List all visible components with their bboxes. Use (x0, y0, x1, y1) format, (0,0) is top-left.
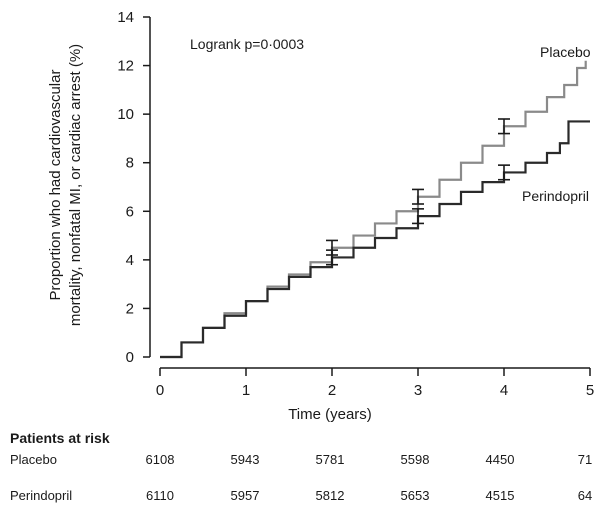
x-axis-title: Time (years) (288, 406, 372, 423)
risk-row-label: Perindopril (10, 488, 73, 503)
series-line-perindopril (160, 120, 590, 359)
risk-row-placebo: Placebo 6108 5943 5781 5598 4450 71 (10, 452, 600, 474)
error-bar-placebo (498, 118, 510, 135)
risk-table-title: Patients at risk (10, 430, 110, 446)
risk-cell: 6108 (145, 452, 175, 467)
series-line-placebo (160, 60, 587, 359)
y-tick-label: 6 (126, 203, 134, 220)
y-axis: 0 2 4 6 8 10 12 14 (117, 9, 151, 366)
x-axis: 0 1 2 3 4 5 (156, 367, 594, 399)
y-axis-title-line2: mortality, nonfatal MI, or cardiac arres… (67, 44, 84, 326)
risk-cell: 5957 (230, 488, 260, 503)
y-axis-title-line1: Proportion who had cardiovascular (47, 70, 64, 301)
series-label-placebo: Placebo (540, 44, 591, 60)
risk-rows: Placebo 6108 5943 5781 5598 4450 71 Perindopril… (10, 452, 600, 510)
error-bar-perindopril (412, 208, 424, 225)
risk-row-perindopril: Perindopril 6110 5957 5812 5653 4515 64 (10, 488, 600, 510)
risk-cell: 5598 (400, 452, 430, 467)
y-tick-label: 2 (126, 300, 134, 317)
x-tick-label: 5 (586, 382, 594, 399)
y-tick-label: 14 (117, 9, 134, 26)
risk-cell: 5812 (315, 488, 345, 503)
risk-row-label: Placebo (10, 452, 57, 467)
risk-cell: 4515 (485, 488, 515, 503)
risk-cell: 5781 (315, 452, 345, 467)
error-bar-placebo (412, 188, 424, 205)
series-labels: Placebo Perindopril (522, 44, 591, 204)
y-tick-label: 8 (126, 155, 134, 172)
series-layer (160, 60, 590, 359)
risk-cell: 5943 (230, 452, 260, 467)
risk-cell: 71 (577, 452, 593, 467)
y-tick-label: 4 (126, 252, 134, 269)
x-tick-label: 4 (500, 382, 508, 399)
logrank-annotation: Logrank p=0·0003 (190, 36, 304, 52)
error-bar-perindopril (498, 164, 510, 181)
error-bar-perindopril (326, 249, 338, 266)
risk-cell: 6110 (146, 488, 174, 503)
x-tick-label: 2 (328, 382, 336, 399)
x-tick-label: 3 (414, 382, 422, 399)
y-tick-label: 0 (126, 349, 134, 366)
y-tick-label: 10 (117, 106, 134, 123)
error-bars (326, 118, 510, 266)
series-label-perindopril: Perindopril (522, 188, 589, 204)
x-tick-label: 0 (156, 382, 164, 399)
risk-cell: 4450 (485, 452, 515, 467)
y-tick-label: 12 (117, 58, 134, 75)
risk-cell: 64 (577, 488, 593, 503)
x-tick-label: 1 (242, 382, 250, 399)
risk-cell: 5653 (400, 488, 430, 503)
patients-at-risk-table: Patients at risk Placebo 6108 5943 5781 5598… (10, 430, 600, 510)
